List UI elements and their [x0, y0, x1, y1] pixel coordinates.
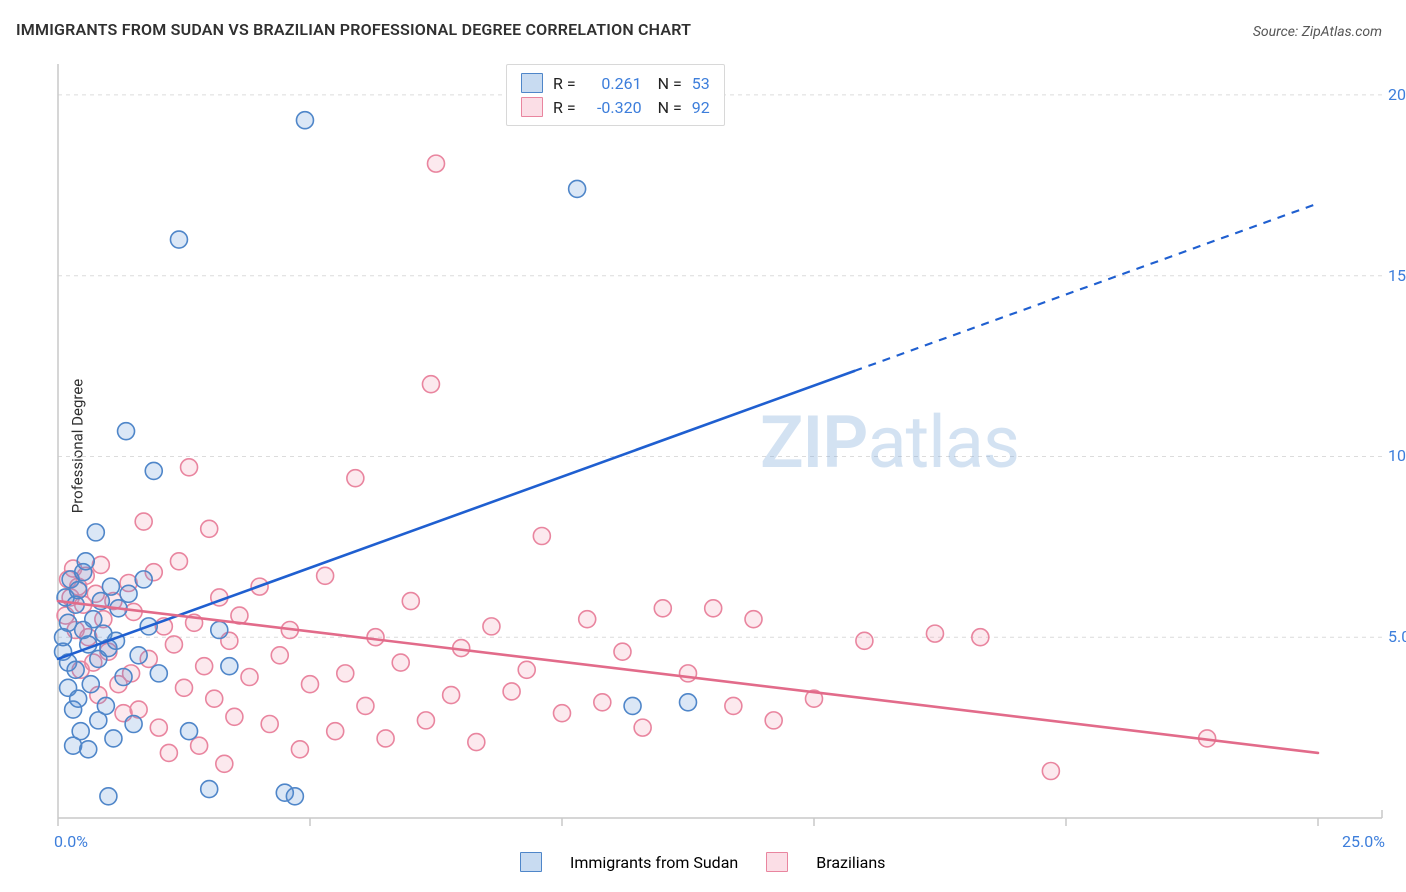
- swatch-sudan: [520, 852, 542, 872]
- y-tick-label: 15.0%: [1388, 266, 1406, 285]
- legend-stats-row-brazil: R = -0.320 N = 92: [521, 95, 710, 119]
- x-tick-label: 0.0%: [54, 832, 88, 851]
- swatch-sudan: [521, 73, 543, 93]
- x-tick-label: 25.0%: [1342, 832, 1385, 851]
- n-label: N =: [658, 74, 682, 93]
- chart-title: IMMIGRANTS FROM SUDAN VS BRAZILIAN PROFE…: [16, 20, 691, 39]
- scatter-plot: [50, 58, 1390, 848]
- r-label: R =: [553, 74, 576, 93]
- swatch-brazil: [766, 852, 788, 872]
- y-tick-label: 5.0%: [1388, 627, 1406, 646]
- y-tick-label: 10.0%: [1388, 446, 1406, 465]
- legend-stats-row-sudan: R = 0.261 N = 53: [521, 71, 710, 95]
- legend-series: Immigrants from Sudan Brazilians: [520, 852, 885, 872]
- swatch-brazil: [521, 97, 543, 117]
- legend-label-brazil: Brazilians: [816, 853, 885, 872]
- sudan-r-value: 0.261: [586, 74, 642, 93]
- n-label: N =: [658, 98, 682, 117]
- brazil-n-value: 92: [692, 98, 710, 117]
- source-label: Source: ZipAtlas.com: [1253, 24, 1382, 40]
- y-tick-label: 20.0%: [1388, 85, 1406, 104]
- brazil-r-value: -0.320: [586, 98, 642, 117]
- legend-stats: R = 0.261 N = 53 R = -0.320 N = 92: [506, 64, 725, 126]
- r-label: R =: [553, 98, 576, 117]
- legend-label-sudan: Immigrants from Sudan: [570, 853, 738, 872]
- sudan-n-value: 53: [692, 74, 710, 93]
